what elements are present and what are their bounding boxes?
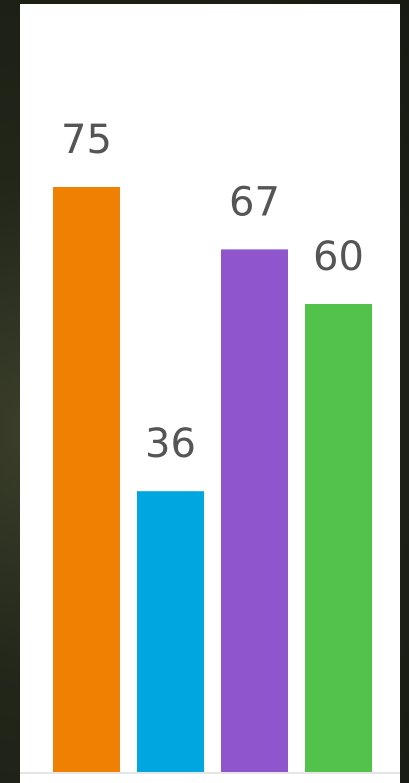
bar-value-label-1: 75 bbox=[61, 117, 112, 163]
bar-4 bbox=[305, 304, 372, 772]
bar-3 bbox=[221, 249, 288, 772]
bar-2 bbox=[137, 491, 204, 772]
bar-value-label-3: 67 bbox=[229, 179, 280, 225]
chart-baseline bbox=[20, 772, 400, 774]
bar-value-label-2: 36 bbox=[145, 421, 196, 467]
bar-1 bbox=[53, 187, 120, 772]
bar-value-label-4: 60 bbox=[313, 234, 364, 280]
